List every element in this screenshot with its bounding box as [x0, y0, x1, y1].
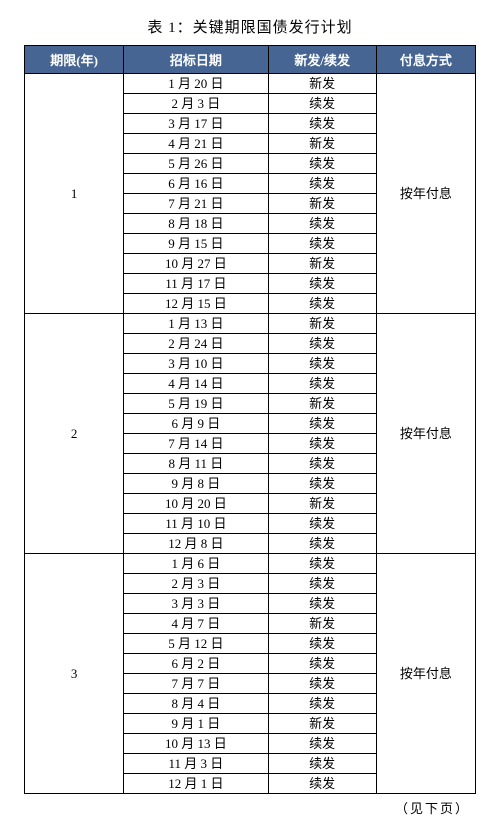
cell-date: 6 月 2 日: [124, 654, 268, 674]
cell-date: 2 月 3 日: [124, 94, 268, 114]
footnote: （见下页）: [24, 798, 476, 817]
cell-type: 续发: [268, 354, 376, 374]
cell-date: 2 月 24 日: [124, 334, 268, 354]
cell-type: 续发: [268, 274, 376, 294]
cell-date: 3 月 17 日: [124, 114, 268, 134]
table-row: 31 月 6 日续发按年付息: [25, 554, 476, 574]
cell-period: 3: [25, 554, 124, 794]
cell-type: 续发: [268, 634, 376, 654]
table-row: 21 月 13 日新发按年付息: [25, 314, 476, 334]
th-type: 新发/续发: [268, 46, 376, 74]
cell-type: 续发: [268, 234, 376, 254]
cell-type: 续发: [268, 414, 376, 434]
cell-type: 续发: [268, 554, 376, 574]
cell-date: 11 月 17 日: [124, 274, 268, 294]
cell-type: 续发: [268, 694, 376, 714]
cell-date: 11 月 3 日: [124, 754, 268, 774]
cell-date: 2 月 3 日: [124, 574, 268, 594]
cell-date: 3 月 10 日: [124, 354, 268, 374]
cell-date: 12 月 1 日: [124, 774, 268, 794]
cell-date: 9 月 15 日: [124, 234, 268, 254]
cell-type: 新发: [268, 254, 376, 274]
cell-date: 9 月 8 日: [124, 474, 268, 494]
cell-type: 续发: [268, 94, 376, 114]
table-header-row: 期限(年) 招标日期 新发/续发 付息方式: [25, 46, 476, 74]
table-body: 11 月 20 日新发按年付息2 月 3 日续发3 月 17 日续发4 月 21…: [25, 74, 476, 794]
cell-date: 4 月 14 日: [124, 374, 268, 394]
cell-date: 1 月 20 日: [124, 74, 268, 94]
cell-type: 续发: [268, 174, 376, 194]
cell-date: 4 月 7 日: [124, 614, 268, 634]
cell-date: 10 月 27 日: [124, 254, 268, 274]
th-payment: 付息方式: [376, 46, 475, 74]
th-date: 招标日期: [124, 46, 268, 74]
cell-payment: 按年付息: [376, 554, 475, 794]
cell-date: 6 月 9 日: [124, 414, 268, 434]
cell-type: 续发: [268, 594, 376, 614]
cell-payment: 按年付息: [376, 314, 475, 554]
cell-type: 新发: [268, 74, 376, 94]
cell-date: 9 月 1 日: [124, 714, 268, 734]
cell-date: 3 月 3 日: [124, 594, 268, 614]
cell-type: 新发: [268, 614, 376, 634]
cell-date: 5 月 19 日: [124, 394, 268, 414]
cell-date: 12 月 8 日: [124, 534, 268, 554]
cell-date: 5 月 12 日: [124, 634, 268, 654]
cell-date: 8 月 18 日: [124, 214, 268, 234]
cell-period: 1: [25, 74, 124, 314]
cell-date: 12 月 15 日: [124, 294, 268, 314]
cell-type: 续发: [268, 474, 376, 494]
cell-type: 续发: [268, 574, 376, 594]
cell-type: 续发: [268, 114, 376, 134]
cell-type: 续发: [268, 334, 376, 354]
cell-date: 8 月 11 日: [124, 454, 268, 474]
cell-period: 2: [25, 314, 124, 554]
cell-type: 续发: [268, 734, 376, 754]
cell-type: 续发: [268, 374, 376, 394]
cell-payment: 按年付息: [376, 74, 475, 314]
cell-date: 1 月 13 日: [124, 314, 268, 334]
cell-type: 新发: [268, 134, 376, 154]
cell-date: 10 月 20 日: [124, 494, 268, 514]
cell-type: 新发: [268, 494, 376, 514]
cell-date: 8 月 4 日: [124, 694, 268, 714]
cell-date: 7 月 7 日: [124, 674, 268, 694]
cell-date: 7 月 14 日: [124, 434, 268, 454]
cell-date: 1 月 6 日: [124, 554, 268, 574]
cell-type: 新发: [268, 194, 376, 214]
cell-type: 续发: [268, 214, 376, 234]
th-period: 期限(年): [25, 46, 124, 74]
cell-date: 10 月 13 日: [124, 734, 268, 754]
cell-type: 续发: [268, 434, 376, 454]
cell-type: 续发: [268, 674, 376, 694]
cell-date: 4 月 21 日: [124, 134, 268, 154]
cell-type: 续发: [268, 534, 376, 554]
bond-issuance-table: 期限(年) 招标日期 新发/续发 付息方式 11 月 20 日新发按年付息2 月…: [24, 45, 476, 794]
cell-type: 续发: [268, 154, 376, 174]
cell-type: 新发: [268, 714, 376, 734]
cell-type: 续发: [268, 654, 376, 674]
cell-date: 6 月 16 日: [124, 174, 268, 194]
cell-date: 11 月 10 日: [124, 514, 268, 534]
cell-type: 续发: [268, 774, 376, 794]
table-row: 11 月 20 日新发按年付息: [25, 74, 476, 94]
cell-type: 续发: [268, 294, 376, 314]
cell-type: 续发: [268, 754, 376, 774]
cell-type: 新发: [268, 394, 376, 414]
cell-date: 7 月 21 日: [124, 194, 268, 214]
cell-type: 续发: [268, 454, 376, 474]
table-title: 表 1：关键期限国债发行计划: [24, 16, 476, 37]
cell-type: 续发: [268, 514, 376, 534]
cell-type: 新发: [268, 314, 376, 334]
cell-date: 5 月 26 日: [124, 154, 268, 174]
